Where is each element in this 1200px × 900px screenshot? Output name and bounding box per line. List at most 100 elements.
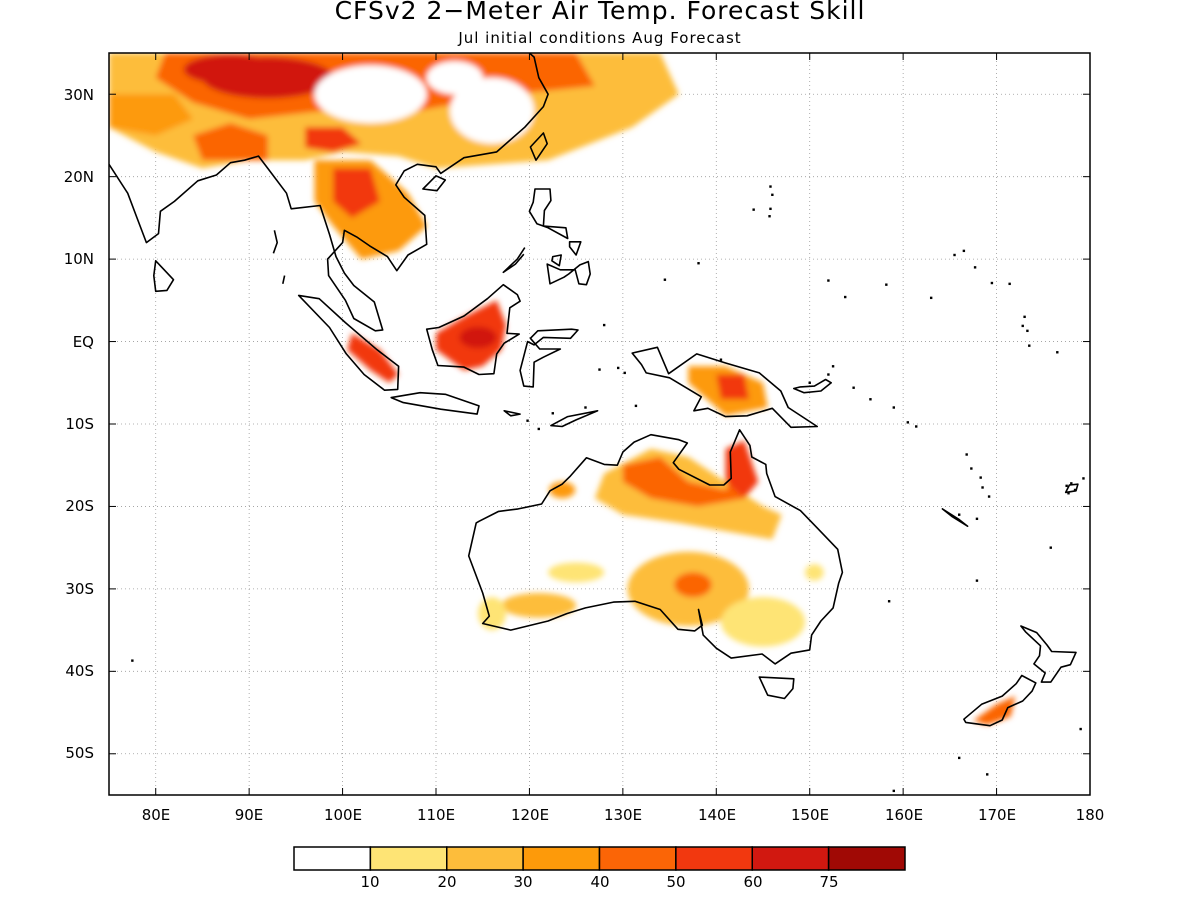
xlabel-120e: 120E	[510, 806, 550, 824]
island-dot	[769, 185, 772, 188]
colorbar-swatch	[751, 846, 830, 871]
island-dot	[1049, 546, 1052, 549]
colorbar-label-20: 20	[437, 873, 457, 891]
skill-area	[501, 593, 577, 618]
island-dot	[844, 295, 847, 299]
island-dot	[663, 278, 667, 281]
colorbar-label-10: 10	[360, 873, 380, 891]
island-dot	[634, 404, 638, 408]
island-dot	[1026, 329, 1029, 333]
coastline	[390, 391, 480, 415]
skill-area	[459, 326, 497, 349]
skill-area	[183, 54, 278, 85]
xlabel-150e: 150E	[790, 806, 830, 824]
coastline	[941, 508, 969, 528]
colorbar-label-50: 50	[666, 873, 686, 891]
island-dot	[598, 368, 601, 371]
skill-area	[426, 61, 483, 95]
island-dot	[1070, 482, 1073, 485]
island-dot	[1008, 282, 1011, 286]
colorbar-swatch	[446, 846, 524, 871]
gridlines	[109, 53, 1090, 795]
coastline	[519, 328, 579, 388]
colorbar-label-30: 30	[513, 873, 533, 891]
island-dot	[1028, 344, 1031, 347]
coastline	[546, 260, 592, 286]
skill-area	[622, 457, 745, 507]
coastline	[631, 346, 819, 429]
coastline	[467, 428, 844, 665]
ylabel-50s: 50S	[65, 744, 94, 762]
island-dot	[697, 262, 700, 265]
island-dot	[623, 371, 626, 375]
coastline	[529, 132, 549, 161]
island-dot	[885, 283, 888, 286]
coastline	[792, 378, 833, 394]
island-dot	[958, 513, 961, 516]
island-dot	[973, 266, 977, 269]
skill-area	[716, 374, 749, 400]
island-dot	[827, 279, 830, 282]
map-subtitle: Jul initial conditions Aug Forecast	[458, 29, 742, 47]
coastline	[422, 175, 447, 192]
island-dot	[990, 281, 994, 285]
xlabel-180: 180	[1075, 806, 1105, 824]
ylabel-40s: 40S	[65, 662, 94, 680]
coastline	[282, 275, 286, 284]
ylabel-20s: 20S	[65, 497, 94, 515]
island-dot	[808, 381, 811, 384]
coastline	[1020, 625, 1077, 683]
skill-area	[548, 562, 605, 583]
xlabel-140e: 140E	[697, 806, 737, 824]
skill-shading	[109, 53, 1016, 725]
skill-area	[805, 564, 824, 581]
coastline	[272, 230, 279, 254]
island-dot	[752, 208, 755, 211]
island-dot	[892, 406, 895, 409]
island-dot	[1082, 477, 1085, 480]
coastline	[153, 259, 175, 293]
colorbar-label-60: 60	[743, 873, 763, 891]
xlabel-160e: 160E	[884, 806, 924, 824]
island-dot	[831, 365, 835, 368]
xlabel-80e: 80E	[141, 806, 171, 824]
island-dot	[827, 373, 830, 376]
island-dot	[537, 427, 540, 431]
coastline	[551, 254, 563, 267]
xlabel-110e: 110E	[416, 806, 456, 824]
island-dot	[769, 207, 772, 211]
ylabel-10n: 10N	[63, 250, 94, 268]
island-dot	[970, 467, 973, 470]
island-dot	[892, 789, 895, 793]
island-dot	[768, 215, 771, 218]
island-dot	[869, 398, 872, 401]
island-dot	[981, 486, 984, 489]
skill-area	[674, 572, 712, 598]
colorbar-label-40: 40	[590, 873, 610, 891]
island-dot	[962, 249, 966, 253]
skill-area	[333, 168, 380, 218]
island-dot	[1067, 492, 1070, 495]
island-dot	[979, 476, 982, 479]
colorbar-label-75: 75	[819, 873, 839, 891]
ylabel-30n: 30N	[63, 86, 94, 104]
xlabel-170e: 170E	[977, 806, 1017, 824]
island-dot	[719, 358, 723, 361]
island-dot	[526, 419, 529, 422]
island-dot	[987, 495, 991, 498]
coastline	[963, 674, 1037, 727]
island-dot	[965, 453, 968, 456]
colorbar-swatch	[598, 846, 677, 871]
colorbar-swatch	[369, 846, 448, 871]
island-dot	[1065, 484, 1068, 488]
coastline	[297, 294, 400, 392]
coastline	[425, 283, 521, 376]
island-dot	[1021, 324, 1024, 328]
ylabel-eq: EQ	[72, 333, 94, 351]
axis-ticks	[109, 53, 1091, 795]
skill-area	[973, 696, 1016, 725]
map-frame	[108, 52, 1091, 796]
island-dot	[1079, 727, 1082, 731]
skill-area	[549, 481, 576, 499]
